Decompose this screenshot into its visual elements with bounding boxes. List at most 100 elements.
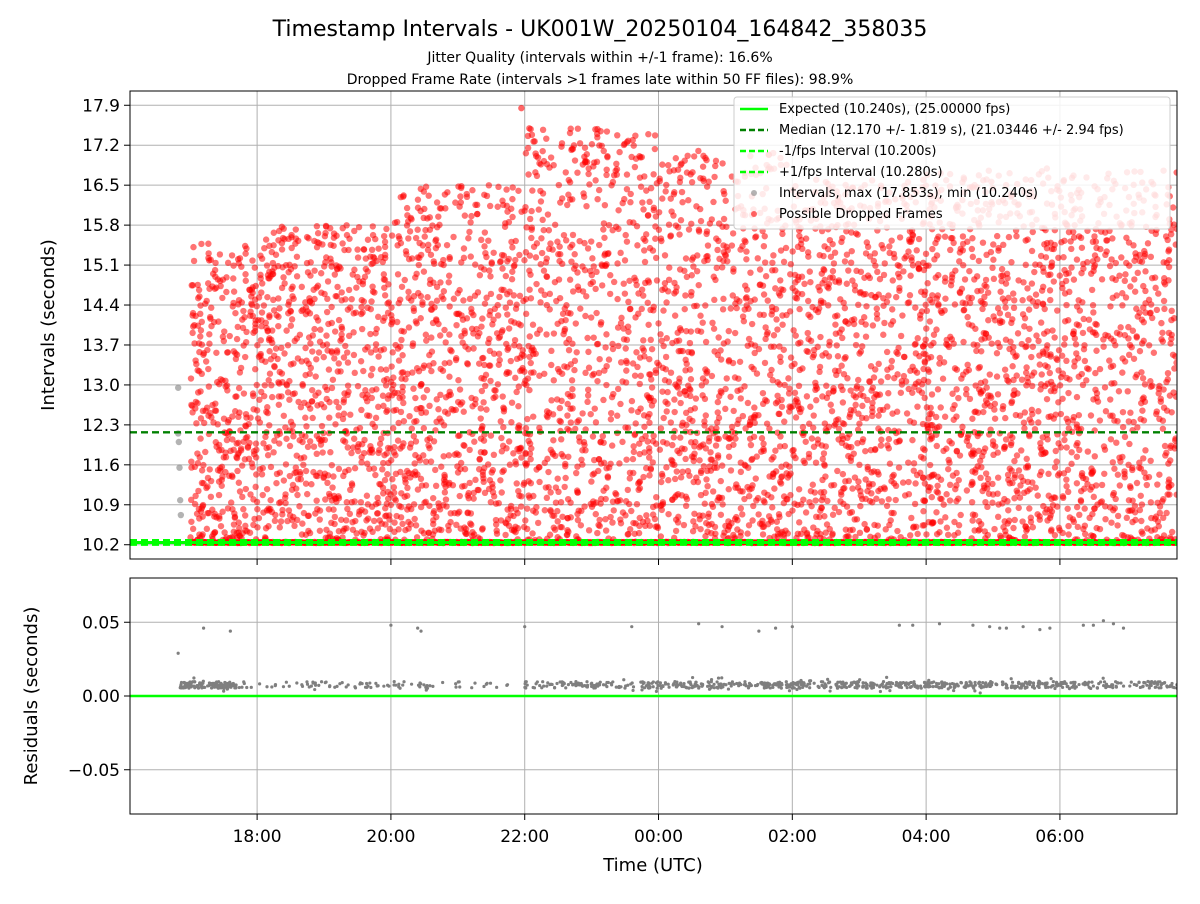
dropped-frame-point <box>374 510 380 516</box>
dropped-frame-point <box>441 422 447 428</box>
dropped-frame-point <box>857 503 863 509</box>
dropped-frame-point <box>269 249 275 255</box>
dropped-frame-point <box>653 370 659 376</box>
dropped-frame-point <box>236 260 242 266</box>
dropped-frame-point <box>510 184 516 190</box>
dropped-frame-point <box>852 402 858 408</box>
dropped-frame-point <box>243 411 249 417</box>
dropped-frame-point <box>446 273 452 279</box>
dropped-frame-point <box>436 415 442 421</box>
dropped-frame-point <box>410 385 416 391</box>
dropped-frame-point <box>770 454 776 460</box>
dropped-frame-point <box>831 482 837 488</box>
dropped-frame-point <box>738 395 744 401</box>
dropped-frame-point <box>391 407 397 413</box>
dropped-frame-point <box>260 465 266 471</box>
dropped-frame-point <box>525 171 531 177</box>
dropped-frame-point <box>806 499 812 505</box>
dropped-frame-point <box>759 521 765 527</box>
dropped-frame-point <box>236 450 242 456</box>
dropped-frame-point <box>839 387 845 393</box>
dropped-frame-point <box>834 342 840 348</box>
dropped-frame-point <box>519 351 525 357</box>
dropped-frame-point <box>243 329 249 335</box>
dropped-frame-point <box>586 365 592 371</box>
dropped-frame-point <box>368 298 374 304</box>
dropped-frame-point <box>427 281 433 287</box>
dropped-frame-point <box>394 390 400 396</box>
dropped-frame-point <box>599 143 605 149</box>
dropped-frame-point <box>607 514 613 520</box>
dropped-frame-point <box>342 343 348 349</box>
dropped-frame-point <box>668 369 674 375</box>
dropped-frame-point <box>478 405 484 411</box>
dropped-frame-point <box>412 274 418 280</box>
dropped-frame-point <box>1037 361 1043 367</box>
dropped-frame-point <box>577 140 583 146</box>
dropped-frame-point <box>191 340 197 346</box>
dropped-frame-point <box>623 232 629 238</box>
dropped-frame-point <box>455 469 461 475</box>
dropped-frame-point <box>342 469 348 475</box>
dropped-frame-point <box>805 298 811 304</box>
dropped-frame-point <box>442 489 448 495</box>
dropped-frame-point <box>626 219 632 225</box>
dropped-frame-point <box>729 424 735 430</box>
dropped-frame-point <box>620 509 626 515</box>
dropped-frame-point <box>465 235 471 241</box>
dropped-frame-point <box>376 447 382 453</box>
dropped-frame-point <box>482 300 488 306</box>
dropped-frame-point <box>896 464 902 470</box>
dropped-frame-point <box>800 496 806 502</box>
dropped-frame-point <box>586 527 592 533</box>
dropped-frame-point <box>515 403 521 409</box>
dropped-frame-point <box>849 509 855 515</box>
dropped-frame-point <box>655 320 661 326</box>
dropped-frame-point <box>430 495 436 501</box>
dropped-frame-point <box>856 421 862 427</box>
dropped-frame-point <box>869 481 875 487</box>
dropped-frame-point <box>262 382 268 388</box>
dropped-frame-point <box>804 393 810 399</box>
dropped-frame-point <box>334 284 340 290</box>
dropped-frame-point <box>886 445 892 451</box>
dropped-frame-point <box>571 251 577 257</box>
dropped-frame-point <box>762 259 768 265</box>
dropped-frame-point <box>455 433 461 439</box>
dropped-frame-point <box>499 327 505 333</box>
dropped-frame-point <box>446 360 452 366</box>
dropped-frame-point <box>603 172 609 178</box>
dropped-frame-point <box>485 237 491 243</box>
dropped-frame-point <box>671 462 677 468</box>
dropped-frame-point <box>777 381 783 387</box>
dropped-frame-point <box>303 423 309 429</box>
dropped-frame-point <box>700 153 706 159</box>
dropped-frame-point <box>280 274 286 280</box>
dropped-frame-point <box>346 236 352 242</box>
dropped-frame-point <box>709 320 715 326</box>
dropped-frame-point <box>683 255 689 261</box>
dropped-frame-point <box>335 368 341 374</box>
dropped-frame-point <box>848 259 854 265</box>
dropped-frame-point <box>679 189 685 195</box>
dropped-frame-point <box>277 369 283 375</box>
dropped-frame-point <box>373 341 379 347</box>
dropped-frame-point <box>862 476 868 482</box>
dropped-frame-point <box>859 403 865 409</box>
dropped-frame-point <box>541 268 547 274</box>
dropped-frame-point <box>302 372 308 378</box>
dropped-frame-point <box>713 158 719 164</box>
dropped-frame-point <box>622 424 628 430</box>
dropped-frame-point <box>440 257 446 263</box>
dropped-frame-point <box>442 409 448 415</box>
dropped-frame-point <box>905 300 911 306</box>
dropped-frame-point <box>675 384 681 390</box>
dropped-frame-point <box>683 503 689 509</box>
dropped-frame-point <box>818 489 824 495</box>
dropped-frame-point <box>834 468 840 474</box>
dropped-frame-point <box>537 188 543 194</box>
dropped-frame-point <box>877 391 883 397</box>
dropped-frame-point <box>297 471 303 477</box>
dropped-frame-point <box>501 406 507 412</box>
dropped-frame-point <box>393 471 399 477</box>
